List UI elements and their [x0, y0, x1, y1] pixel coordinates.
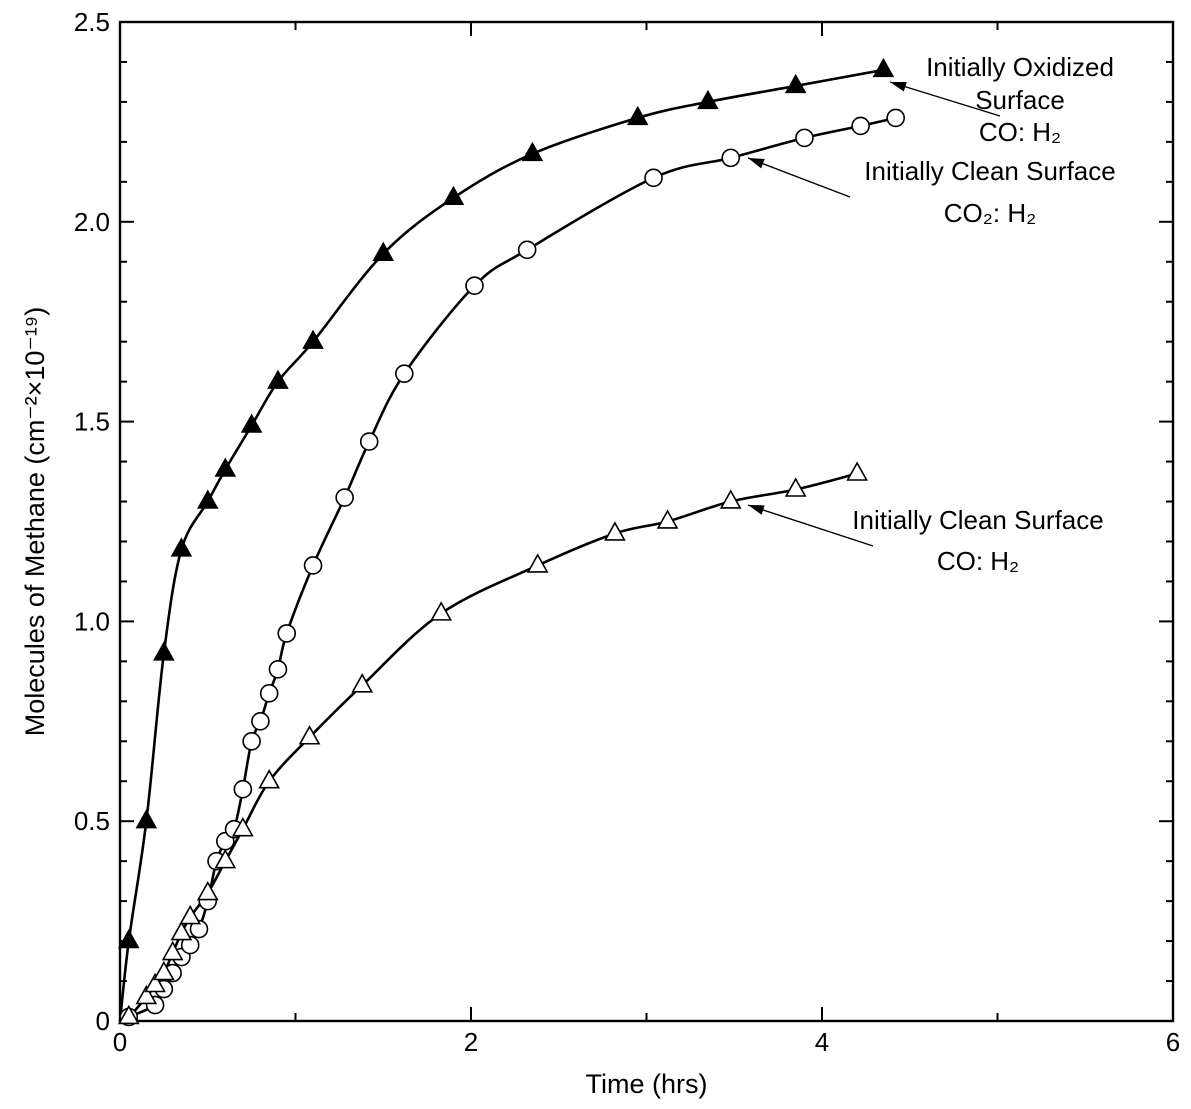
- point-clean-co-h2: [170, 920, 193, 941]
- point-oxidized-co-h2: [302, 329, 324, 349]
- point-clean-co-h2: [351, 673, 374, 693]
- curve-clean-co2-h2: [119, 116, 896, 1023]
- y-tick-label: 1.0: [74, 606, 110, 636]
- x-tick-label: 2: [464, 1027, 478, 1057]
- point-oxidized-co-h2: [784, 73, 807, 94]
- point-clean-co-h2: [430, 601, 453, 621]
- annotation-oxidized-co-h2: CO: H₂: [979, 117, 1061, 147]
- arrow-clean-co2-h2: [747, 157, 851, 198]
- point-clean-co-h2: [604, 521, 626, 541]
- curve-clean-co-h2: [119, 472, 858, 1023]
- x-tick-label: 0: [113, 1027, 127, 1057]
- y-axis-title: Molecules of Methane (cm⁻²×10⁻¹⁹): [20, 307, 50, 736]
- point-clean-co2-h2: [851, 116, 870, 136]
- point-clean-co-h2: [298, 725, 321, 745]
- arrowhead-oxidized-co-h2: [890, 81, 907, 92]
- annotation-clean-co-h2: Initially Clean Surface: [852, 505, 1103, 535]
- point-clean-co2-h2: [259, 684, 279, 703]
- annotation-oxidized-co-h2: Surface: [975, 85, 1065, 115]
- point-oxidized-co-h2: [626, 105, 649, 126]
- arrowhead-clean-co-h2: [748, 505, 765, 515]
- point-oxidized-co-h2: [521, 141, 544, 162]
- point-oxidized-co-h2: [170, 537, 193, 557]
- point-clean-co2-h2: [721, 148, 741, 168]
- point-clean-co2-h2: [517, 240, 537, 260]
- point-clean-co-h2: [153, 960, 175, 981]
- x-tick-label: 4: [815, 1027, 829, 1057]
- point-clean-co-h2: [784, 477, 807, 497]
- point-clean-co-h2: [526, 553, 549, 573]
- point-clean-co-h2: [231, 817, 254, 837]
- point-oxidized-co-h2: [214, 457, 237, 477]
- point-clean-co-h2: [846, 461, 868, 481]
- point-clean-co2-h2: [303, 556, 323, 575]
- point-oxidized-co-h2: [697, 89, 719, 110]
- series-markers: [117, 57, 906, 1027]
- point-clean-co-h2: [135, 984, 158, 1005]
- point-clean-co-h2: [258, 769, 281, 789]
- x-axis-title: Time (hrs): [586, 1069, 708, 1099]
- point-clean-co-h2: [656, 509, 679, 529]
- point-oxidized-co-h2: [196, 489, 219, 509]
- point-clean-co-h2: [196, 880, 219, 901]
- annotation-clean-co-h2: CO: H₂: [937, 546, 1019, 576]
- curve-oxidized-co-h2: [118, 68, 884, 1022]
- point-clean-co2-h2: [242, 731, 261, 751]
- point-clean-co-h2: [214, 848, 237, 869]
- point-clean-co-h2: [161, 940, 184, 961]
- point-clean-co-h2: [719, 489, 742, 509]
- arrow-clean-co-h2: [747, 504, 874, 547]
- annotation-clean-co2-h2: CO₂: H₂: [944, 198, 1036, 228]
- point-oxidized-co-h2: [442, 185, 465, 206]
- x-tick-label: 6: [1166, 1027, 1180, 1057]
- point-clean-co2-h2: [395, 364, 414, 383]
- point-clean-co2-h2: [465, 276, 484, 296]
- point-clean-co-h2: [144, 972, 166, 993]
- arrow-oxidized-co-h2: [889, 81, 1001, 117]
- y-tick-label: 0.5: [74, 806, 110, 836]
- y-tick-label: 2.0: [74, 207, 110, 237]
- point-oxidized-co-h2: [872, 57, 895, 78]
- point-clean-co2-h2: [251, 711, 270, 731]
- point-clean-co2-h2: [335, 488, 354, 507]
- point-clean-co2-h2: [359, 432, 379, 451]
- point-clean-co2-h2: [233, 779, 253, 799]
- point-oxidized-co-h2: [117, 929, 140, 949]
- point-clean-co-h2: [117, 1004, 140, 1025]
- arrowhead-clean-co2-h2: [748, 158, 765, 169]
- point-clean-co2-h2: [277, 624, 297, 643]
- annotation-clean-co2-h2: Initially Clean Surface: [864, 156, 1115, 186]
- point-oxidized-co-h2: [240, 413, 263, 433]
- point-clean-co2-h2: [886, 108, 906, 128]
- y-tick-label: 1.5: [74, 407, 110, 437]
- point-clean-co2-h2: [644, 168, 663, 188]
- annotation-oxidized-co-h2: Initially Oxidized: [926, 52, 1114, 82]
- point-oxidized-co-h2: [153, 641, 175, 661]
- point-clean-co2-h2: [268, 660, 288, 679]
- y-tick-label: 2.5: [74, 7, 110, 37]
- point-clean-co-h2: [179, 904, 202, 925]
- point-clean-co2-h2: [189, 919, 209, 939]
- point-clean-co2-h2: [180, 935, 200, 955]
- point-oxidized-co-h2: [372, 241, 395, 261]
- series-curves: [118, 68, 896, 1023]
- point-clean-co2-h2: [795, 128, 814, 148]
- y-tick-label: 0: [96, 1006, 110, 1036]
- point-oxidized-co-h2: [267, 369, 289, 389]
- point-oxidized-co-h2: [135, 809, 158, 829]
